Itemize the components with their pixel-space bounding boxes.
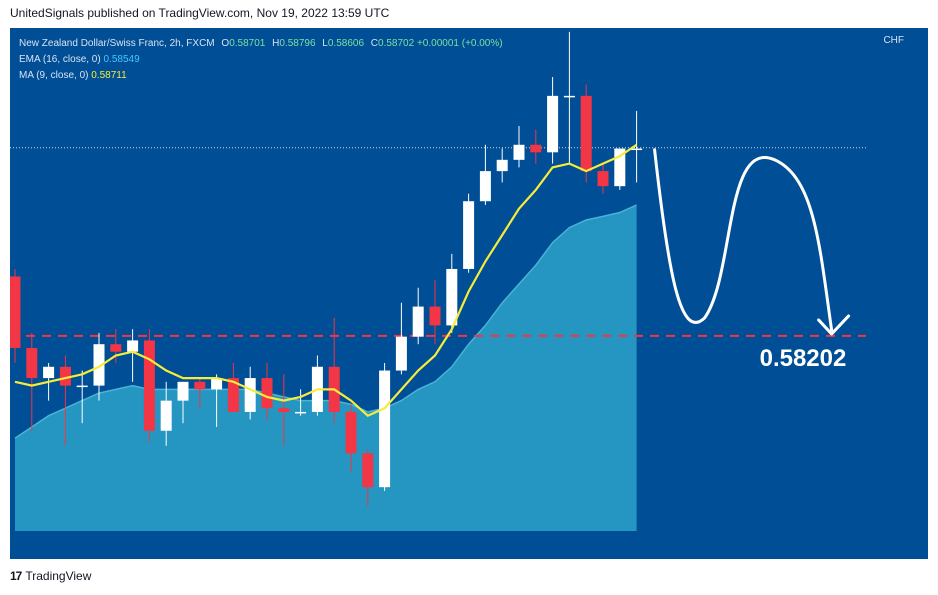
ema-line (14, 204, 637, 439)
tradingview-logo-icon: 17 (10, 569, 22, 583)
footer: 17 TradingView (10, 569, 91, 583)
legend-row-ema[interactable]: EMA (16, close, 0) 0.58549 (19, 52, 503, 68)
chart-frame[interactable]: 0.582020.589000.588000.587000.586000.585… (10, 28, 928, 559)
candle[interactable] (227, 378, 239, 412)
open-label: O (221, 38, 230, 49)
legend-row-symbol: New Zealand Dollar/Swiss Franc, 2h, FXCM… (19, 36, 503, 52)
candle[interactable] (412, 306, 424, 337)
candle[interactable] (446, 268, 458, 326)
candle[interactable] (43, 366, 55, 379)
candle[interactable] (278, 408, 290, 412)
currency-label: CHF (883, 35, 904, 46)
projection-arrowhead (817, 314, 851, 336)
candle[interactable] (127, 340, 139, 352)
candle[interactable] (563, 95, 575, 98)
candle[interactable] (295, 411, 307, 414)
candle[interactable] (463, 201, 475, 269)
candle[interactable] (76, 385, 88, 388)
candle[interactable] (244, 378, 256, 412)
close-value: 0.58702 (378, 38, 415, 49)
candle[interactable] (580, 95, 592, 172)
ema-label: EMA (16, close, 0) (19, 54, 101, 65)
candle[interactable] (26, 347, 38, 379)
candle[interactable] (10, 276, 21, 348)
symbol-name[interactable]: New Zealand Dollar/Swiss Franc, 2h, FXCM (19, 38, 215, 49)
ma-line (14, 143, 638, 417)
candle[interactable] (194, 381, 206, 390)
ema-value: 0.58549 (103, 54, 140, 65)
candle[interactable] (429, 306, 441, 326)
candle[interactable] (345, 411, 357, 454)
published-line: UnitedSignals published on TradingView.c… (10, 6, 390, 20)
candle[interactable] (211, 378, 223, 390)
candle[interactable] (177, 381, 189, 401)
candle[interactable] (479, 171, 491, 202)
high-label: H (272, 38, 280, 49)
ema-area (15, 205, 637, 531)
candle[interactable] (513, 144, 525, 160)
candle[interactable] (597, 171, 609, 187)
candle[interactable] (93, 344, 105, 386)
high-value: 0.58796 (279, 38, 316, 49)
brand-name: TradingView (25, 569, 92, 583)
projection-path (653, 148, 834, 332)
legend-row-ma[interactable]: MA (9, close, 0) 0.58711 (19, 68, 503, 84)
candle[interactable] (160, 400, 172, 431)
candle[interactable] (496, 159, 508, 172)
change-value: +0.00001 (+0.00%) (416, 38, 503, 49)
target-annotation-text: 0.58202 (760, 345, 847, 372)
candle[interactable] (110, 344, 122, 352)
open-value: 0.58701 (229, 38, 266, 49)
low-value: 0.58606 (327, 38, 365, 49)
candle[interactable] (547, 95, 559, 153)
candle[interactable] (631, 148, 643, 151)
low-label: L (322, 38, 328, 49)
close-label: C (370, 38, 379, 49)
price-chart[interactable]: 0.582020.589000.588000.587000.586000.585… (10, 28, 866, 531)
chart-legend: New Zealand Dollar/Swiss Franc, 2h, FXCM… (19, 36, 503, 84)
candle[interactable] (59, 366, 71, 386)
ma-value: 0.58711 (91, 70, 127, 81)
ma-label: MA (9, close, 0) (19, 70, 89, 81)
candle[interactable] (395, 336, 407, 371)
candle[interactable] (530, 144, 542, 153)
candle[interactable] (261, 378, 273, 409)
candle[interactable] (143, 340, 155, 431)
candle[interactable] (362, 453, 374, 488)
candle[interactable] (614, 148, 626, 187)
candle[interactable] (379, 370, 391, 488)
